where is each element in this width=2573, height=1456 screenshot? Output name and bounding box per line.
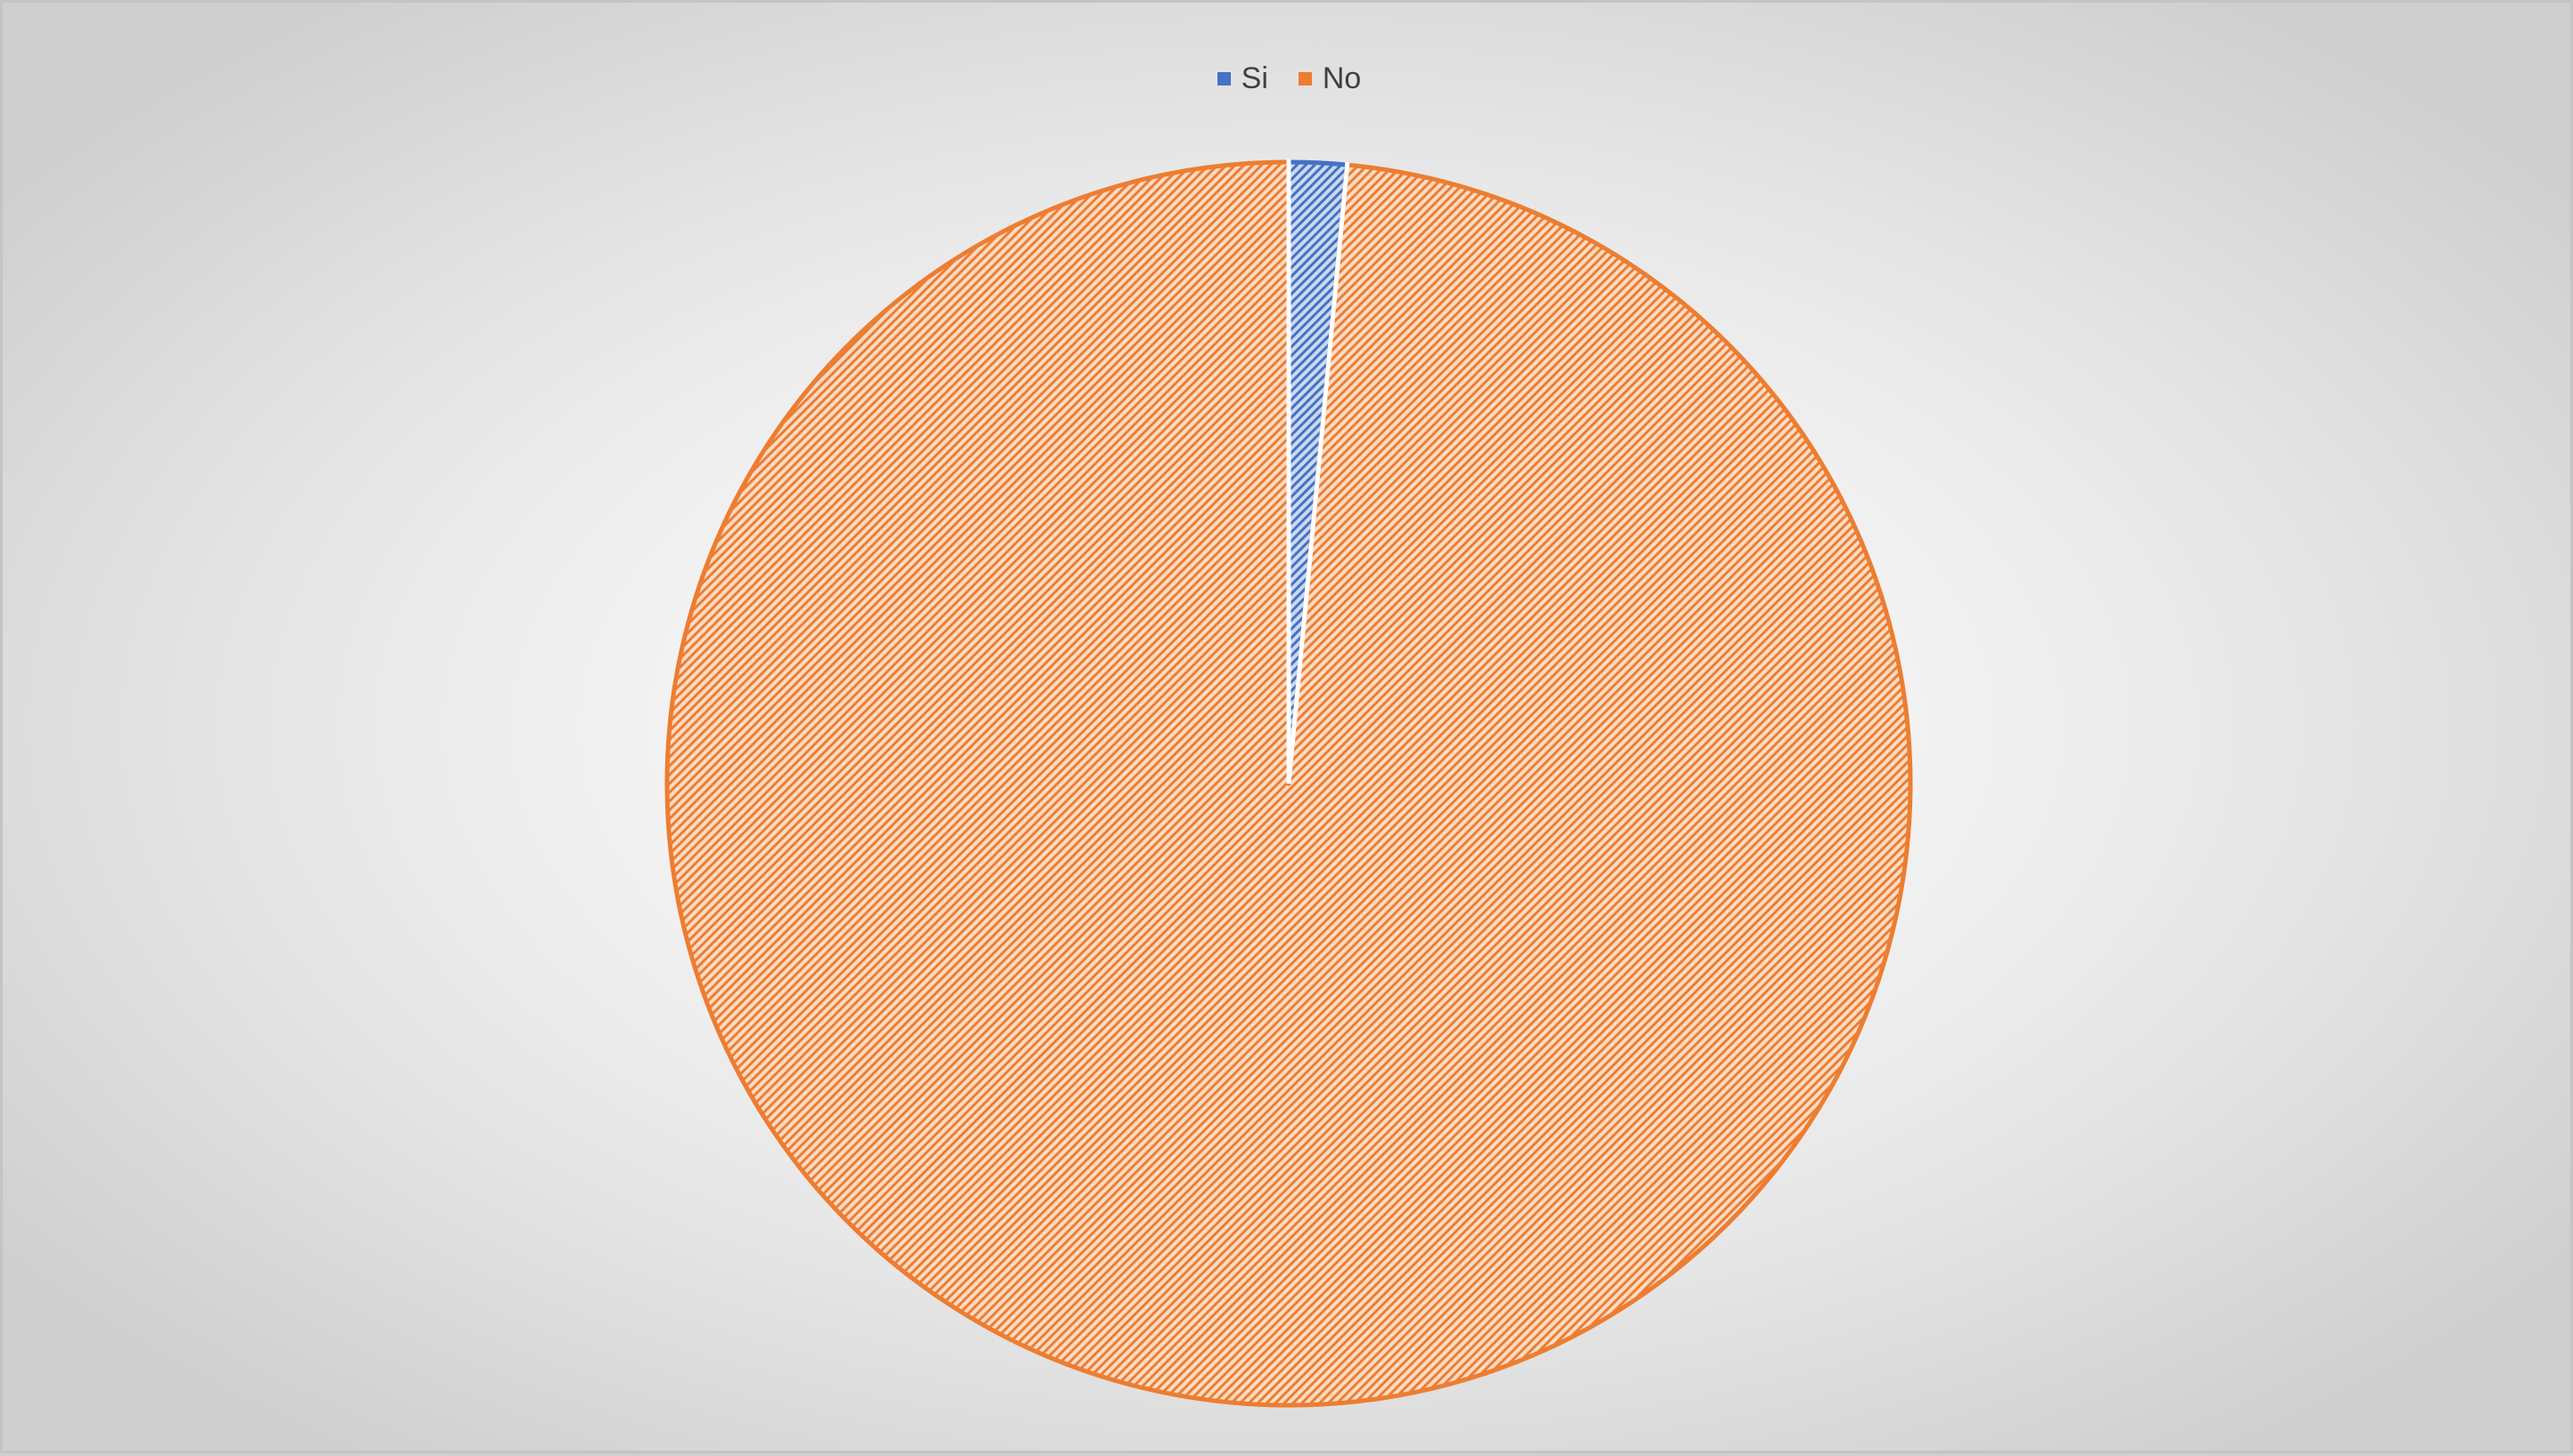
slice-separator [1286, 161, 1350, 785]
legend-swatch-si [1217, 71, 1231, 85]
pie-chart [664, 159, 1913, 1408]
legend: Si No [3, 56, 2573, 101]
legend-label-no: No [1322, 61, 1362, 95]
legend-item-no[interactable]: No [1298, 61, 1362, 96]
legend-swatch-no [1298, 71, 1312, 85]
legend-label-si: Si [1241, 61, 1268, 95]
legend-item-si[interactable]: Si [1217, 61, 1268, 96]
pie-slices [664, 159, 1913, 1408]
